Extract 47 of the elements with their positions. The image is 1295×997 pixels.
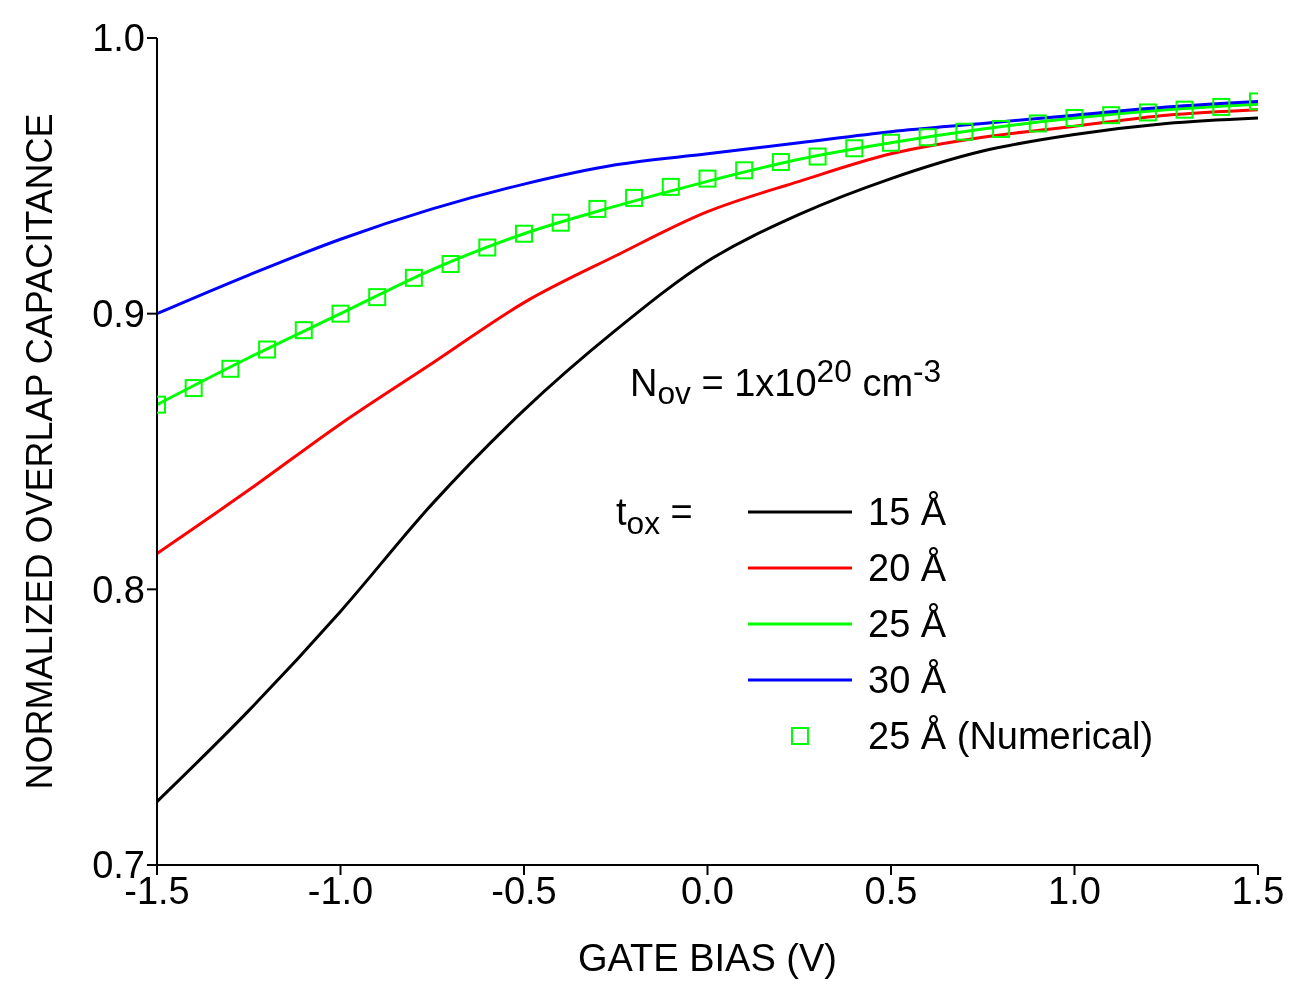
point [845, 139, 864, 158]
point [1028, 114, 1047, 133]
point [1065, 108, 1084, 127]
point [258, 340, 277, 359]
point [808, 147, 827, 166]
legend-label: 25 Å (Numerical) [867, 714, 1154, 758]
point [551, 213, 570, 232]
y-axis-title: NORMALIZED OVERLAP CAPACITANCE [19, 113, 60, 790]
point [1175, 100, 1194, 119]
point [661, 177, 680, 196]
point [625, 188, 644, 207]
x-tick-label: 0.0 [681, 869, 734, 912]
x-tick-label: -1.0 [307, 869, 374, 912]
x-tick-label: 1.5 [1231, 869, 1285, 912]
x-tick-label: 0.5 [864, 869, 918, 912]
y-tick-label: 0.9 [92, 293, 145, 336]
legend-title: t$_{ox}$ = [616, 490, 693, 541]
annotation: N$_{ov}$ = 1x10$^{20}$ cm$^{-3}$ [630, 353, 942, 413]
point [918, 128, 937, 147]
legend-label: 25 Å [867, 602, 947, 646]
point [221, 359, 240, 378]
point [698, 169, 717, 188]
y-tick-label: 0.8 [92, 568, 145, 611]
point [441, 255, 460, 274]
point [1138, 103, 1157, 122]
point [515, 224, 533, 243]
point [294, 321, 313, 340]
point [588, 199, 607, 218]
point [735, 161, 754, 180]
x-axis-title: GATE BIAS (V) [577, 937, 838, 979]
legend-label: 30 Å [867, 658, 947, 702]
x-tick-label: -0.5 [491, 869, 557, 912]
point [478, 238, 497, 257]
point [1102, 106, 1121, 125]
point [331, 304, 350, 323]
point [771, 153, 790, 172]
legend-label: 20 Å [867, 546, 947, 590]
point [992, 119, 1011, 138]
point [404, 268, 423, 287]
y-tick-label: 1.0 [92, 17, 145, 60]
point [1212, 97, 1231, 116]
point [368, 288, 387, 307]
point [955, 122, 974, 141]
legend-label: 15 Å [867, 490, 947, 534]
point [882, 133, 900, 152]
point [184, 379, 203, 398]
x-tick-label: 1.0 [1048, 869, 1101, 912]
